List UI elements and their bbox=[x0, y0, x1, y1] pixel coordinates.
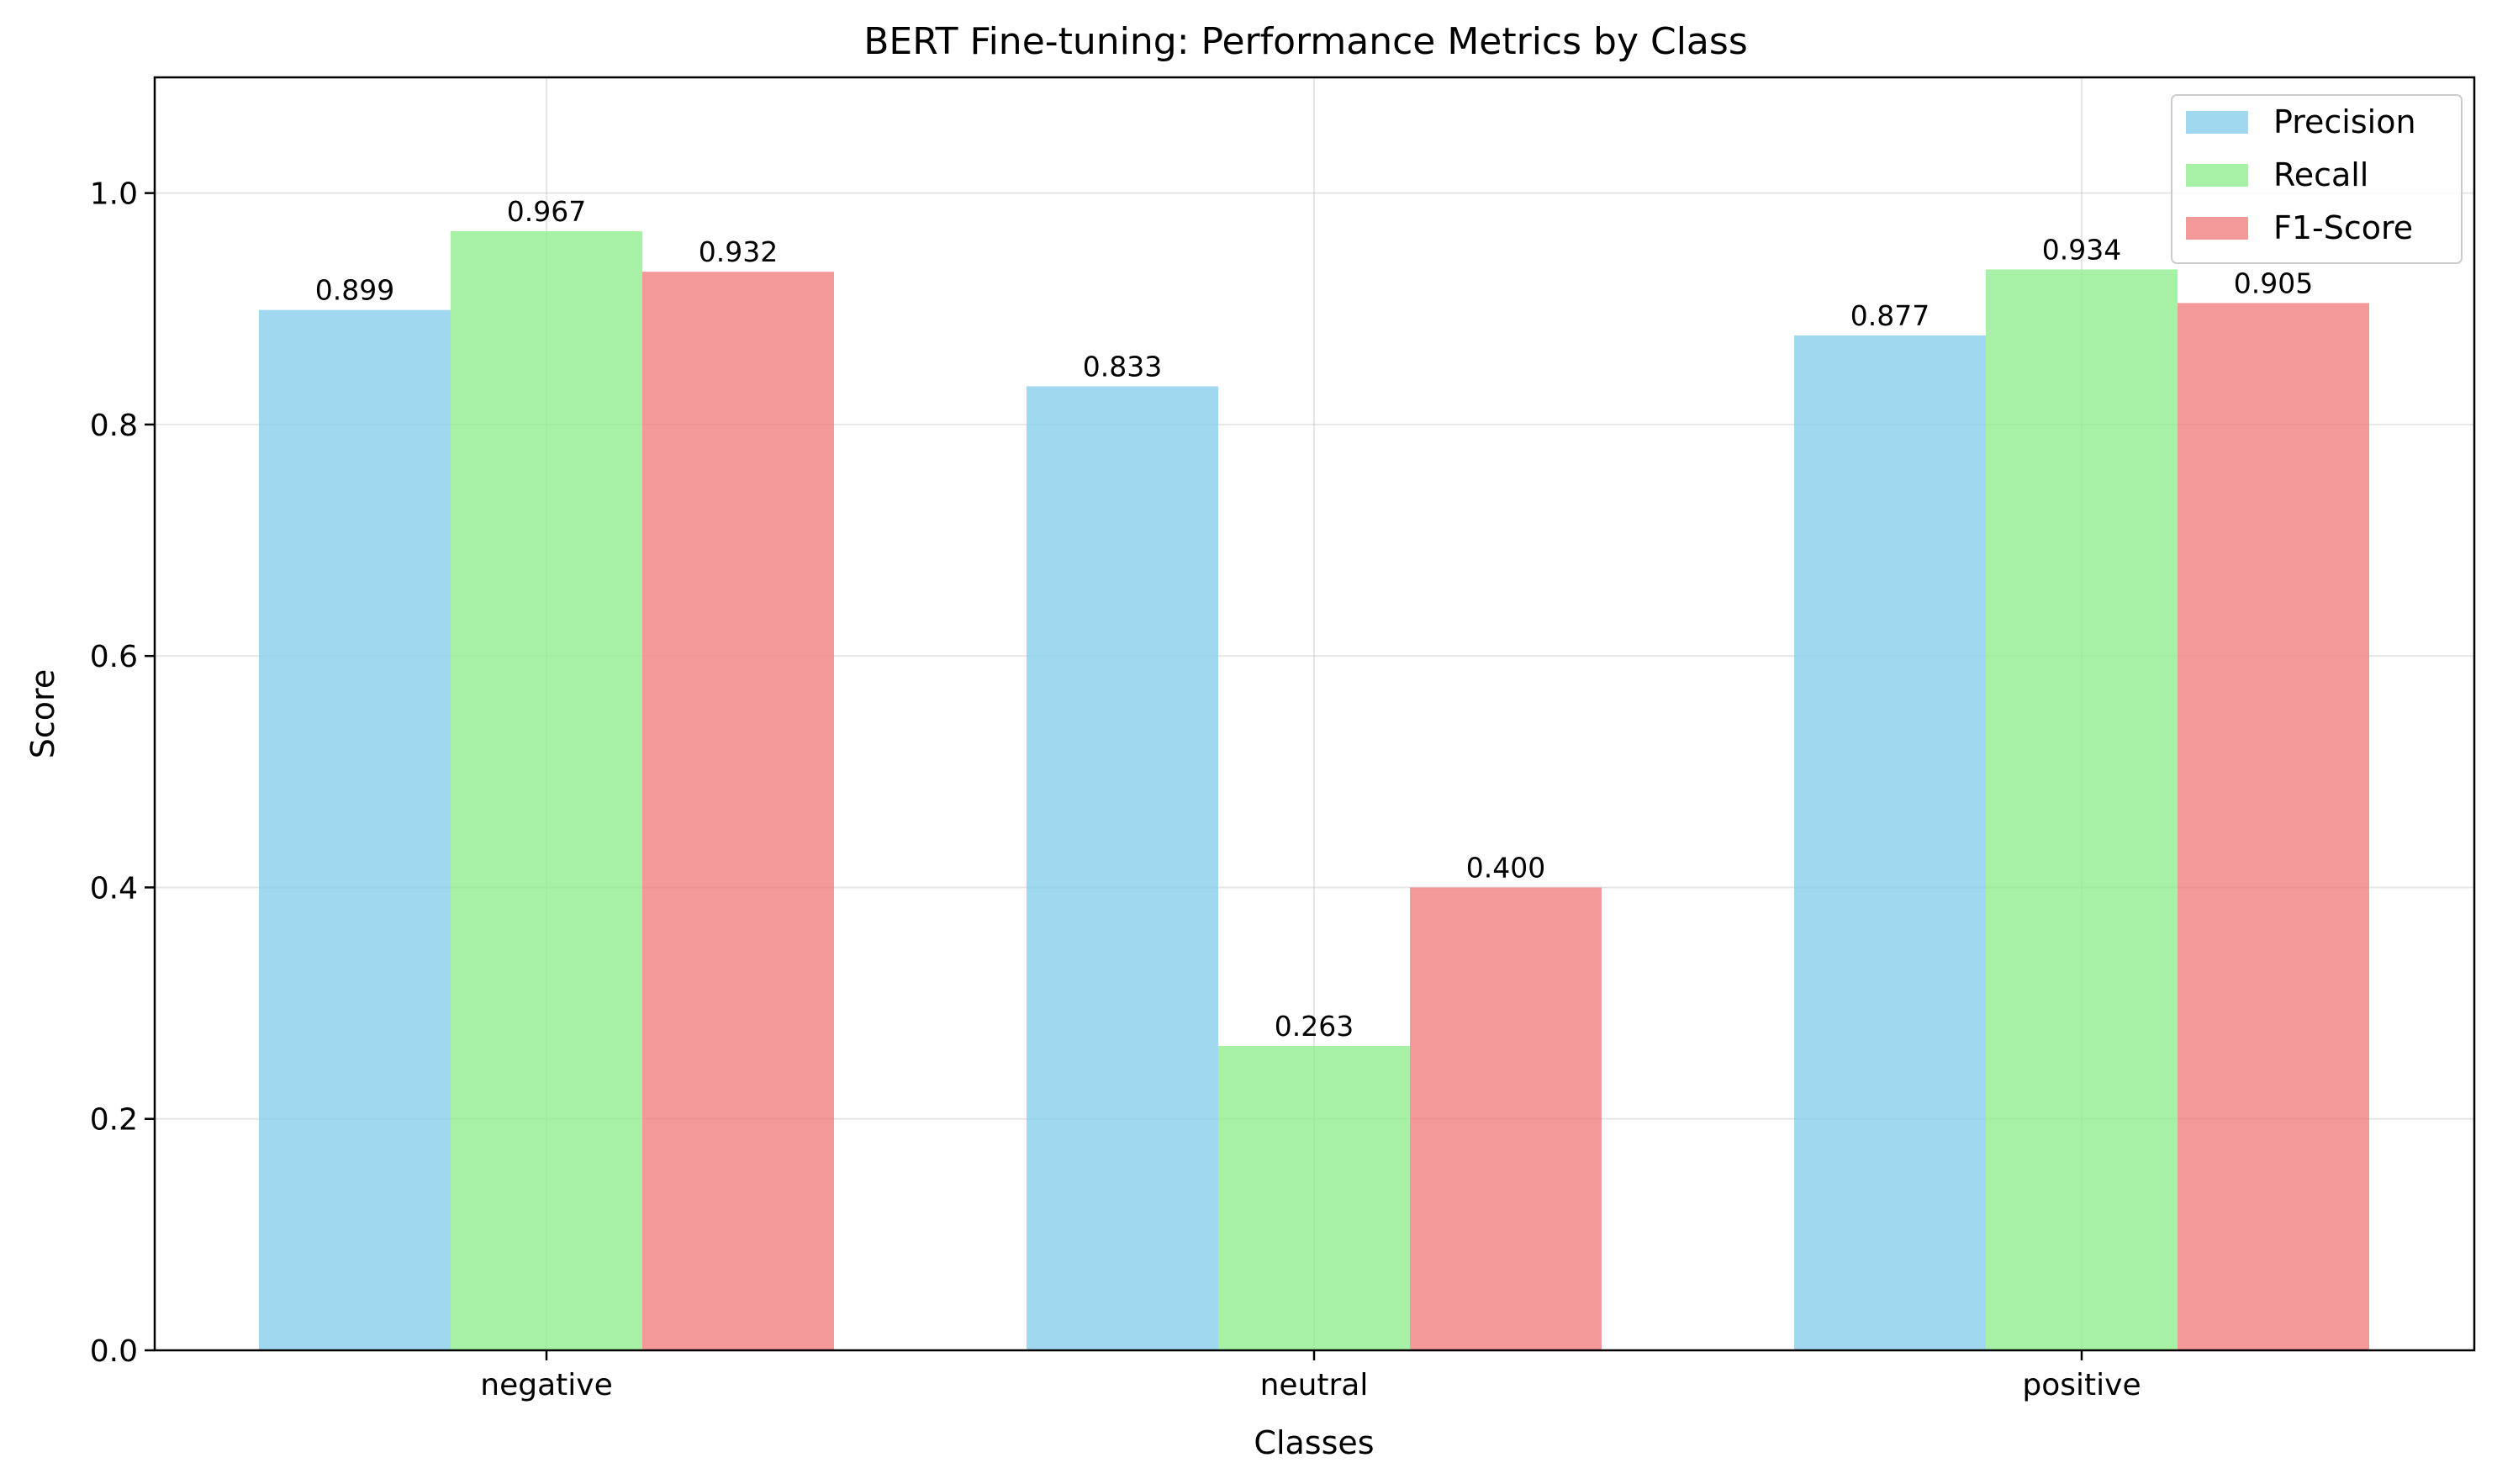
bar-value-label: 0.932 bbox=[699, 235, 778, 268]
x-axis-label: Classes bbox=[1254, 1424, 1374, 1461]
bar-f1-score bbox=[1410, 887, 1602, 1350]
bar-value-label: 0.400 bbox=[1466, 851, 1545, 884]
y-tick-label: 0.2 bbox=[90, 1103, 138, 1138]
legend-entry-label: F1-Score bbox=[2273, 209, 2413, 246]
y-tick-label: 0.8 bbox=[90, 409, 138, 443]
x-tick-label: neutral bbox=[1260, 1368, 1369, 1402]
bar-precision bbox=[1794, 335, 1986, 1350]
legend-entry-label: Recall bbox=[2273, 156, 2368, 193]
legend-swatch bbox=[2186, 217, 2248, 240]
legend-swatch bbox=[2186, 164, 2248, 187]
legend-swatch bbox=[2186, 111, 2248, 134]
bar-precision bbox=[1027, 386, 1218, 1350]
bar-f1-score bbox=[642, 272, 834, 1350]
bar-precision bbox=[259, 309, 451, 1351]
bar-value-label: 0.934 bbox=[2042, 233, 2121, 266]
y-axis-label: Score bbox=[24, 669, 61, 758]
y-tick-label: 0.4 bbox=[90, 871, 138, 906]
y-tick-label: 0.6 bbox=[90, 640, 138, 674]
legend: Precision Recall F1-Score bbox=[2171, 94, 2463, 264]
bar-recall bbox=[1218, 1046, 1410, 1350]
bars bbox=[259, 231, 2369, 1351]
axis-ticks: 0.0 0.2 0.4 0.6 0.8 1.0 negative neutral positiv… bbox=[90, 177, 2141, 1402]
bar-value-label: 0.833 bbox=[1083, 350, 1162, 383]
bar-value-label: 0.905 bbox=[2234, 267, 2313, 299]
bar-recall bbox=[451, 231, 642, 1350]
bar-recall bbox=[1986, 269, 2178, 1351]
bar-value-labels: 0.899 0.833 0.877 0.967 0.263 0.934 0.932 0.400… bbox=[315, 195, 2313, 1043]
bar-f1-score bbox=[2178, 303, 2369, 1351]
y-tick-label: 1.0 bbox=[90, 177, 138, 212]
x-tick-label: positive bbox=[2022, 1368, 2141, 1402]
legend-entry-label: Precision bbox=[2273, 103, 2416, 140]
bar-value-label: 0.877 bbox=[1850, 299, 1930, 332]
y-tick-label: 0.0 bbox=[90, 1334, 138, 1369]
bar-value-label: 0.263 bbox=[1275, 1010, 1354, 1043]
bar-value-label: 0.967 bbox=[507, 195, 586, 228]
chart-title: BERT Fine-tuning: Performance Metrics by… bbox=[863, 20, 1748, 63]
x-tick-label: negative bbox=[480, 1368, 612, 1402]
bar-value-label: 0.899 bbox=[315, 274, 394, 307]
